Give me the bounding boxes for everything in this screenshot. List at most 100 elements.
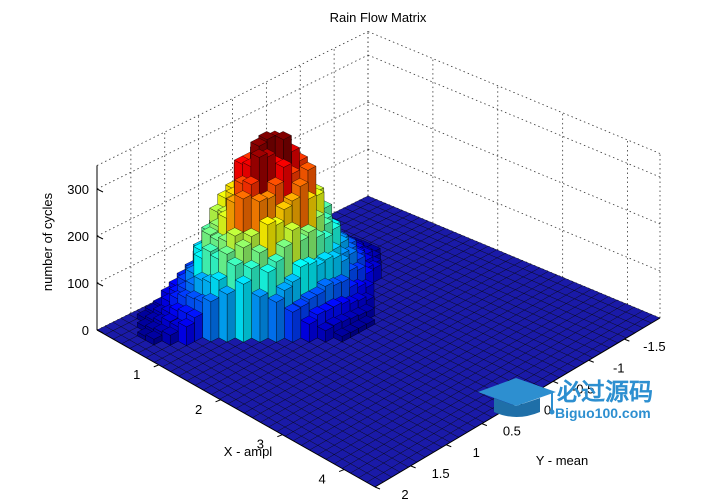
- bar-face-top: [283, 192, 301, 202]
- bar-face-top: [275, 158, 293, 168]
- bar-face-top: [275, 281, 293, 291]
- z-gridline: [96, 148, 369, 284]
- x-axis-line: [96, 329, 376, 488]
- bar-face-top: [300, 290, 318, 300]
- y-axis-label: Y - mean: [536, 453, 589, 468]
- bar-face-top: [250, 193, 268, 203]
- bar-face-top: [161, 313, 179, 323]
- x-axis-label: X - ampl: [224, 444, 273, 459]
- bar-face-top: [210, 271, 228, 281]
- y-tick: [410, 465, 416, 469]
- y-tick: [481, 423, 488, 427]
- bar-face-top: [283, 273, 301, 283]
- bar-face-front: [210, 297, 220, 343]
- y-tick-label: 2: [401, 487, 408, 500]
- bar-face-top: [259, 263, 277, 273]
- bars-layer: [136, 130, 382, 346]
- x-tick-label: 3: [257, 437, 264, 452]
- bar-face-top: [316, 277, 334, 287]
- top-gridline: [367, 31, 661, 154]
- y-tick: [588, 359, 594, 363]
- bar-face-side: [218, 289, 228, 343]
- z-tick-label: 300: [67, 182, 89, 197]
- z-tick: [96, 282, 104, 287]
- bar-face-top: [316, 322, 335, 331]
- bar-face-side: [284, 307, 293, 343]
- z-tick-label: 200: [67, 229, 89, 244]
- bar-face-top: [201, 226, 219, 236]
- bar-face-side: [251, 292, 261, 343]
- bar-face-top: [274, 131, 292, 140]
- bar-face-top: [226, 227, 244, 237]
- bar: [267, 293, 285, 343]
- z-tick-label: 100: [67, 276, 89, 291]
- bar-face-top: [201, 243, 219, 253]
- bar-face-top: [251, 244, 269, 254]
- bar-face-top: [275, 238, 293, 248]
- z-gridline: [96, 54, 369, 190]
- x-tick: [215, 399, 221, 403]
- watermark-brand-en: Biguo100.com: [555, 405, 651, 421]
- x-tick-label: 1: [133, 367, 140, 382]
- bar: [251, 288, 269, 343]
- bar-face-top: [145, 330, 163, 340]
- bar-face-front: [259, 292, 269, 343]
- y-tick-label: -0.5: [572, 381, 594, 396]
- bar-face-top: [218, 285, 236, 295]
- bar-face-top: [324, 298, 343, 308]
- bar-face-top: [267, 253, 285, 263]
- bar-face-front: [292, 307, 301, 343]
- bar-face-top: [177, 318, 195, 328]
- bar-face-top: [316, 251, 334, 261]
- z-tick-label: 0: [82, 323, 89, 338]
- z-tick: [96, 188, 104, 193]
- z-gridline: [367, 101, 661, 225]
- top-gridline: [96, 31, 369, 166]
- y-tick-label: -1.5: [643, 339, 665, 354]
- bar: [333, 327, 351, 343]
- bar-face-top: [284, 303, 302, 313]
- bar-face-top: [325, 316, 343, 326]
- z-gridline: [367, 54, 661, 178]
- y-tick-label: 1: [473, 445, 480, 460]
- graduation-cap-icon: [478, 378, 556, 417]
- y-tick-label: 1.5: [432, 466, 450, 481]
- bar-face-top: [283, 221, 301, 231]
- y-tick-label: -1: [613, 360, 625, 375]
- x-tick-label: 2: [195, 402, 202, 417]
- bar-face-top: [266, 177, 285, 186]
- bar-face-top: [250, 148, 268, 158]
- z-gridline: [367, 148, 661, 272]
- bar: [218, 285, 236, 343]
- bar-face-top: [333, 327, 351, 337]
- bar-face-top: [234, 190, 252, 200]
- bar-face-top: [234, 275, 252, 285]
- y-tick-label: 0.5: [503, 424, 521, 439]
- bar-face-top: [259, 216, 277, 226]
- y-tick: [624, 338, 630, 342]
- x-tick: [277, 434, 283, 438]
- bar-face-top: [242, 228, 260, 237]
- bar-face-top: [291, 178, 309, 187]
- x-tick: [153, 364, 159, 368]
- y-tick: [446, 444, 452, 448]
- bar: [300, 315, 318, 343]
- bar-face-top: [267, 293, 285, 303]
- bar: [316, 322, 335, 343]
- axes-layer: 0 100 200 300 1 2 3 4 -1.5 -1 -0.5 0 0.5 1 1.5 2: [67, 165, 666, 500]
- bar-face-top: [251, 288, 269, 298]
- bar: [234, 275, 252, 343]
- bar-face-top: [250, 137, 268, 147]
- bar-face-top: [226, 257, 244, 266]
- bar: [177, 318, 195, 346]
- y-tick: [552, 380, 559, 384]
- bar: [284, 303, 302, 343]
- watermark-brand-cn: 必过源码: [557, 379, 653, 406]
- y-tick: [374, 486, 381, 490]
- y-tick-label: 0: [544, 403, 551, 418]
- bar-face-top: [161, 326, 179, 336]
- bar-face-top: [299, 224, 317, 233]
- x-tick-label: 4: [318, 472, 325, 487]
- bar-face-side: [202, 297, 211, 343]
